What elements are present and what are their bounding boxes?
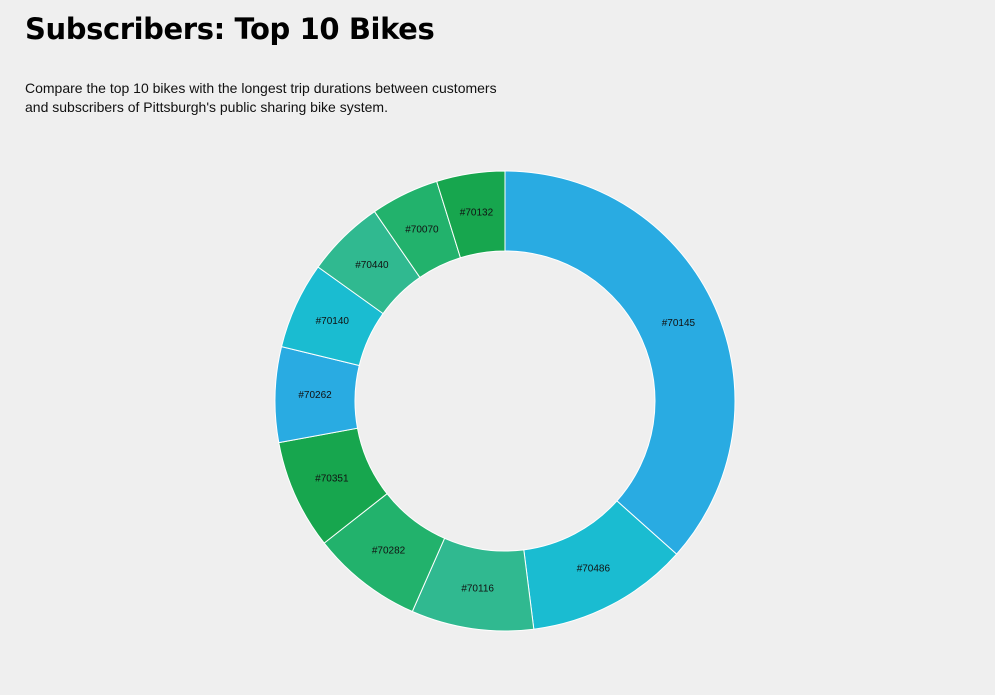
donut-slice[interactable] — [504, 170, 736, 555]
slice-label: #70440 — [355, 260, 389, 271]
slice-label: #70262 — [298, 390, 332, 401]
donut-labels: #70145 #70486 #70116 #70282 #70351 #70262 #701… — [298, 208, 695, 595]
slice-label: #70140 — [316, 316, 350, 327]
slice-label: #70070 — [405, 225, 439, 236]
slice-label: #70145 — [662, 318, 696, 329]
page-description: Compare the top 10 bikes with the longes… — [25, 80, 497, 115]
donut-slices — [274, 170, 736, 632]
slice-label: #70132 — [460, 208, 494, 219]
slice-label: #70486 — [577, 564, 611, 575]
slice-label: #70351 — [315, 474, 349, 485]
slice-label: #70116 — [461, 584, 494, 595]
slice-label: #70282 — [372, 546, 406, 557]
page-title: Subscribers: Top 10 Bikes — [25, 12, 435, 46]
donut-slice[interactable] — [436, 170, 506, 259]
